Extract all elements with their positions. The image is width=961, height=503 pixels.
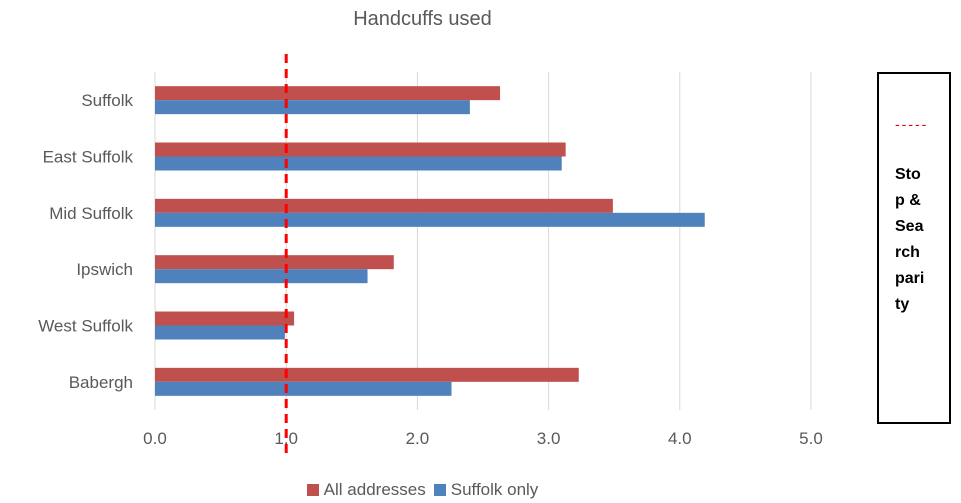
- legend-item: All addresses: [306, 480, 426, 500]
- bar-all-addresses: [155, 86, 501, 101]
- category-label: Mid Suffolk: [49, 204, 133, 223]
- legend: All addresses Suffolk only: [0, 480, 845, 500]
- bar-all-addresses: [155, 311, 295, 326]
- legend-label: Suffolk only: [450, 480, 539, 499]
- category-label: East Suffolk: [43, 148, 134, 167]
- bar-all-addresses: [155, 367, 579, 382]
- x-tick-label: 5.0: [799, 429, 823, 448]
- parity-annotation-box: ----- Stop & Search parity: [877, 72, 951, 424]
- bar-all-addresses: [155, 255, 394, 270]
- bar-suffolk-only: [155, 325, 285, 340]
- category-label: Babergh: [69, 373, 133, 392]
- legend-item: Suffolk only: [433, 480, 539, 500]
- x-tick-label: 2.0: [406, 429, 430, 448]
- bar-all-addresses: [155, 142, 566, 157]
- grid-lines: [154, 72, 812, 410]
- x-tick-label: 3.0: [537, 429, 561, 448]
- bar-suffolk-only: [155, 100, 470, 115]
- category-label: Suffolk: [81, 91, 133, 110]
- bars: [155, 86, 705, 396]
- bar-suffolk-only: [155, 269, 368, 284]
- x-tick-label: 1.0: [274, 429, 298, 448]
- x-tick-label: 4.0: [668, 429, 692, 448]
- category-label: Ipswich: [76, 260, 133, 279]
- parity-dash-sample: -----: [895, 116, 929, 132]
- bar-all-addresses: [155, 198, 613, 213]
- bar-suffolk-only: [155, 381, 452, 396]
- x-tick-label: 0.0: [143, 429, 167, 448]
- chart-title: Handcuffs used: [353, 8, 492, 30]
- legend-label: All addresses: [323, 480, 426, 499]
- bar-chart: 0.0 1.0 2.0 3.0 4.0 5.0 Suffolk East Suffolk Mid…: [38, 54, 823, 456]
- axis-labels: 0.0 1.0 2.0 3.0 4.0 5.0 Suffolk East Suffolk Mid…: [38, 91, 823, 448]
- bar-suffolk-only: [155, 156, 562, 171]
- legend-swatch: [306, 484, 319, 496]
- category-label: West Suffolk: [38, 317, 133, 336]
- parity-label: Stop & Search parity: [895, 166, 925, 313]
- bar-suffolk-only: [155, 212, 705, 227]
- legend-swatch: [433, 484, 446, 496]
